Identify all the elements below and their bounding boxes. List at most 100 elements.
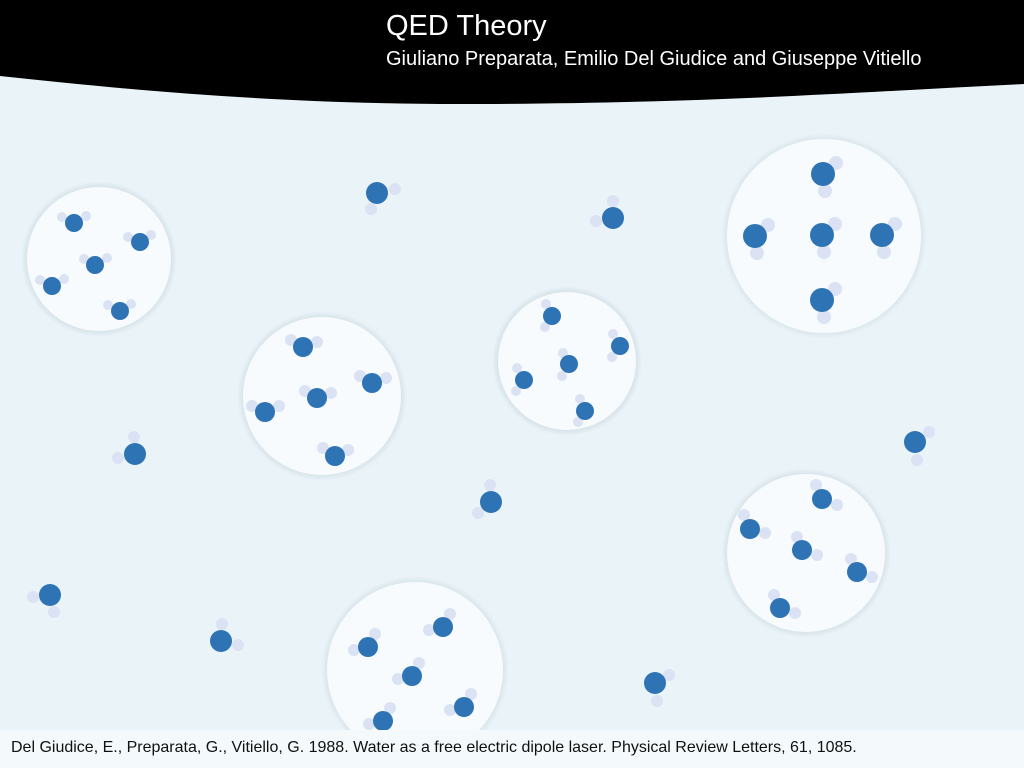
water-molecules xyxy=(27,156,935,731)
water-molecule xyxy=(103,299,136,320)
water-molecule xyxy=(112,431,146,465)
hydrogen-atom xyxy=(768,589,780,601)
water-molecule xyxy=(210,618,244,652)
oxygen-atom xyxy=(812,489,832,509)
hydrogen-atom xyxy=(810,479,822,491)
hydrogen-atom xyxy=(575,394,585,404)
hydrogen-atom xyxy=(79,254,89,264)
hydrogen-atom xyxy=(557,371,567,381)
hydrogen-atom xyxy=(325,387,337,399)
water-molecule xyxy=(317,442,354,466)
water-molecule xyxy=(607,329,629,362)
water-molecule xyxy=(472,479,502,519)
hydrogen-atom xyxy=(817,310,831,324)
hydrogen-atom xyxy=(232,639,244,651)
water-molecule xyxy=(444,688,477,717)
water-molecule xyxy=(246,400,285,422)
oxygen-atom xyxy=(454,697,474,717)
water-molecule xyxy=(285,334,323,357)
hydrogen-atom xyxy=(59,274,69,284)
hydrogen-atom xyxy=(146,230,156,240)
hydrogen-atom xyxy=(558,348,568,358)
oxygen-atom xyxy=(770,598,790,618)
oxygen-atom xyxy=(870,223,894,247)
hydrogen-atom xyxy=(317,442,329,454)
header-band xyxy=(0,0,1024,104)
oxygen-atom xyxy=(124,443,146,465)
hydrogen-atom xyxy=(392,673,404,685)
water-molecule xyxy=(511,363,533,396)
hydrogen-atom xyxy=(216,618,228,630)
hydrogen-atom xyxy=(877,245,891,259)
hydrogen-atom xyxy=(829,156,843,170)
hydrogen-atom xyxy=(348,644,360,656)
oxygen-atom xyxy=(131,233,149,251)
oxygen-atom xyxy=(366,182,388,204)
hydrogen-atom xyxy=(365,203,377,215)
hydrogen-atom xyxy=(512,363,522,373)
hydrogen-atom xyxy=(738,509,750,521)
hydrogen-atom xyxy=(541,299,551,309)
hydrogen-atom xyxy=(818,184,832,198)
hydrogen-atom xyxy=(828,217,842,231)
hydrogen-atom xyxy=(607,352,617,362)
hydrogen-atom xyxy=(369,628,381,640)
water-molecule xyxy=(540,299,561,332)
water-molecule xyxy=(423,608,456,637)
water-molecule xyxy=(35,274,69,295)
hydrogen-atom xyxy=(27,591,39,603)
hydrogen-atom xyxy=(112,452,124,464)
water-molecule xyxy=(365,182,401,215)
hydrogen-atom xyxy=(389,183,401,195)
citation-footer: Del Giudice, E., Preparata, G., Vitiello… xyxy=(0,730,1024,768)
oxygen-atom xyxy=(847,562,867,582)
water-molecule xyxy=(27,584,61,618)
hydrogen-atom xyxy=(48,606,60,618)
slide-title: QED Theory xyxy=(386,10,547,42)
hydrogen-atom xyxy=(342,444,354,456)
hydrogen-atom xyxy=(246,400,258,412)
oxygen-atom xyxy=(743,224,767,248)
water-molecule xyxy=(743,218,775,260)
hydrogen-atom xyxy=(35,275,45,285)
hydrogen-atom xyxy=(789,607,801,619)
oxygen-atom xyxy=(433,617,453,637)
hydrogen-atom xyxy=(128,431,140,443)
hydrogen-atom xyxy=(573,417,583,427)
hydrogen-atom xyxy=(540,322,550,332)
hydrogen-atom xyxy=(384,702,396,714)
oxygen-atom xyxy=(611,337,629,355)
oxygen-atom xyxy=(811,162,835,186)
water-molecule xyxy=(573,394,594,427)
slide-subtitle: Giuliano Preparata, Emilio Del Giudice a… xyxy=(386,48,922,70)
hydrogen-atom xyxy=(845,553,857,565)
hydrogen-atom xyxy=(911,454,923,466)
oxygen-atom xyxy=(65,214,83,232)
water-molecule xyxy=(299,385,337,408)
hydrogen-atom xyxy=(465,688,477,700)
oxygen-atom xyxy=(560,355,578,373)
oxygen-atom xyxy=(255,402,275,422)
water-molecule xyxy=(845,553,878,583)
water-molecule xyxy=(392,657,425,686)
water-molecule xyxy=(738,509,771,539)
water-molecule xyxy=(904,426,935,466)
hydrogen-atom xyxy=(363,718,375,730)
oxygen-atom xyxy=(576,402,594,420)
hydrogen-atom xyxy=(923,426,935,438)
coherent-domains xyxy=(21,133,927,764)
water-molecule xyxy=(644,669,675,707)
hydrogen-atom xyxy=(888,217,902,231)
hydrogen-atom xyxy=(608,329,618,339)
hydrogen-atom xyxy=(123,232,133,242)
oxygen-atom xyxy=(602,207,624,229)
hydrogen-atom xyxy=(444,704,456,716)
hydrogen-atom xyxy=(831,499,843,511)
oxygen-atom xyxy=(644,672,666,694)
hydrogen-atom xyxy=(791,531,803,543)
oxygen-atom xyxy=(515,371,533,389)
water-molecule xyxy=(363,702,396,731)
hydrogen-atom xyxy=(413,657,425,669)
